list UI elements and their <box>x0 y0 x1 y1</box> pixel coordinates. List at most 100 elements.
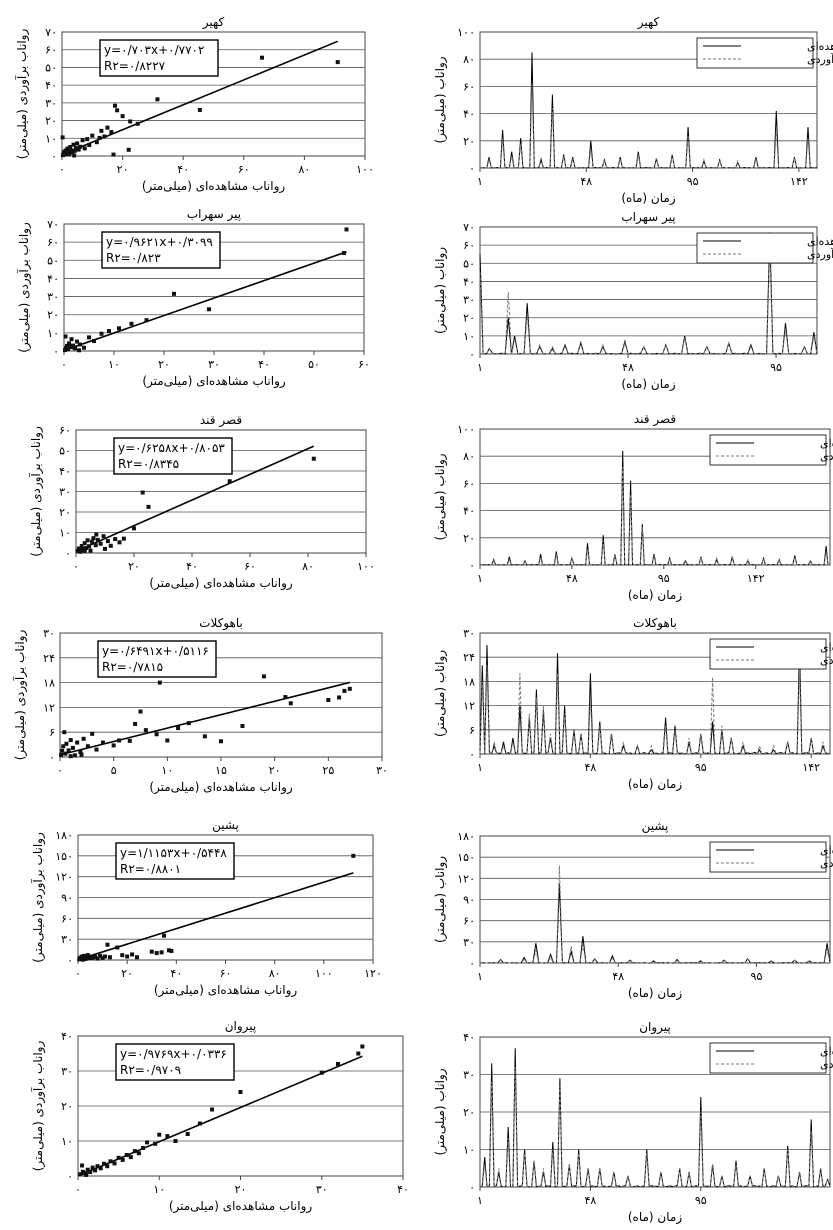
x-tick-label: ۶۰ <box>244 560 256 573</box>
series-estimated <box>479 1066 831 1188</box>
x-tick-label: ۲۰ <box>117 163 129 176</box>
y-axis-label: رواناب (میلی‌متر) <box>433 1068 448 1155</box>
data-point <box>80 1163 85 1168</box>
x-tick-label: ۰ <box>59 163 65 176</box>
trendline <box>63 251 347 352</box>
data-point <box>103 954 108 959</box>
data-point <box>68 738 73 743</box>
regression-equation: y=۰/۶۴۹۱x+۰/۵۱۱۶ <box>102 644 209 658</box>
y-axis-label: رواناب (میلی‌متر) <box>433 56 448 143</box>
x-tick-label: ۹۵ <box>695 1194 707 1207</box>
data-point <box>337 695 342 700</box>
data-point <box>66 149 71 154</box>
data-point <box>80 957 85 962</box>
data-point <box>105 125 110 130</box>
y-tick-label: ۱۰ <box>47 327 59 340</box>
x-tick-label: ۱ <box>477 970 483 983</box>
data-point <box>136 1151 141 1156</box>
data-point <box>98 953 103 958</box>
x-tick-label: ۴۸ <box>622 361 634 374</box>
data-point <box>90 955 95 960</box>
data-point <box>63 150 68 155</box>
data-point <box>166 948 171 953</box>
data-point <box>347 686 352 691</box>
trendline <box>61 40 339 156</box>
data-point <box>61 744 66 749</box>
y-tick-label: ۸۰ <box>463 450 475 463</box>
x-tick-label: ۴۸ <box>580 175 592 188</box>
y-axis-label: رواناب (میلی‌متر) <box>433 453 448 540</box>
data-point <box>85 744 90 749</box>
data-point <box>95 956 100 961</box>
data-point <box>145 1140 150 1145</box>
legend-label: برآوردی <box>820 1057 833 1071</box>
data-point <box>78 144 83 149</box>
data-point <box>113 537 118 542</box>
y-tick-label: ۲۰ <box>45 115 57 128</box>
legend-label: مشاهده‌ای <box>820 641 833 654</box>
data-point <box>82 146 87 151</box>
data-point <box>336 1062 340 1066</box>
y-tick-label: ۱۸۰ <box>55 829 73 842</box>
x-tick-label: ۱۲۰ <box>364 967 382 980</box>
y-tick-label: ۲۰ <box>47 309 59 322</box>
legend-label: برآوردی <box>820 449 833 463</box>
r-squared: R۲=۰/۷۸۱۵ <box>102 660 163 674</box>
y-tick-label: ۴۰ <box>47 272 59 285</box>
data-point <box>360 1044 365 1049</box>
x-tick-label: ۱ <box>477 572 483 585</box>
data-point <box>172 291 176 296</box>
y-tick-label: ۴۰ <box>59 465 71 478</box>
data-point <box>79 544 84 549</box>
y-tick-label: ۰ <box>469 957 475 970</box>
data-point <box>84 546 89 551</box>
data-point <box>68 144 73 149</box>
data-point <box>130 952 135 957</box>
x-tick-label: ۱۴۲ <box>747 572 765 585</box>
x-tick-label: ۱۰۰ <box>356 163 374 176</box>
data-point <box>149 949 154 954</box>
legend-label: مشاهده‌ای <box>820 1045 833 1058</box>
data-point <box>126 147 131 152</box>
y-tick-label: ۳۰ <box>61 933 73 946</box>
y-tick-label: ۶۰ <box>61 912 73 925</box>
y-tick-label: ۳۰ <box>47 291 59 304</box>
legend-label: مشاهده‌ای <box>820 437 833 450</box>
data-point <box>91 536 96 541</box>
y-tick-label: ۰ <box>469 748 475 761</box>
y-tick-label: ۶ <box>49 726 55 739</box>
x-tick-label: ۱۴۲ <box>790 175 808 188</box>
x-tick-label: ۰ <box>75 1183 81 1196</box>
x-tick-label: ۴۰ <box>397 1183 409 1196</box>
x-tick-label: ۱۰۰ <box>315 967 333 980</box>
data-point <box>94 747 99 752</box>
data-point <box>75 141 80 146</box>
data-point <box>102 134 107 139</box>
data-point <box>94 140 99 145</box>
data-point <box>173 1139 178 1143</box>
x-axis-label: رواناب مشاهده‌ای (میلی‌متر) <box>169 1199 313 1214</box>
chart-title: باهوکلات <box>199 616 243 631</box>
data-point <box>85 1167 90 1172</box>
x-tick-label: ۸۰ <box>269 967 281 980</box>
x-tick-label: ۰ <box>57 764 63 777</box>
r-squared: R۲=۰/۸۸۰۱ <box>120 862 181 876</box>
y-tick-label: ۳۰ <box>463 294 475 307</box>
chart-9: ۰ ۳۰ ۶۰ ۹۰ ۱۲۰ ۱۵۰ ۱۸۰ ۰ ۲۰ ۴۰ ۶۰ ۸۰ ۱۰۰ ۱۲۰ پشین روانا… <box>30 818 382 998</box>
data-point <box>132 1149 137 1154</box>
data-point <box>63 751 68 756</box>
y-tick-label: ۲۴ <box>43 652 55 665</box>
y-tick-label: ۱۸ <box>43 677 55 690</box>
x-tick-label: ۴۰ <box>258 358 270 371</box>
data-point <box>87 544 92 549</box>
y-tick-label: ۶۰ <box>463 477 475 490</box>
x-tick-label: ۳۰ <box>376 764 388 777</box>
data-point <box>259 55 264 60</box>
x-tick-label: ۴۸ <box>612 970 624 983</box>
x-axis-label: زمان (ماه) <box>628 588 682 603</box>
chart-12: ۰ ۱۰ ۲۰ ۳۰ ۴۰ ۱ ۴۸ ۹۵ پیروان زمان (ماه) رواناب (می… <box>433 1020 833 1225</box>
legend-label: مشاهده‌ای <box>807 235 833 248</box>
y-tick-label: ۲۰ <box>463 532 475 545</box>
y-tick-label: ۱۵۰ <box>457 851 475 864</box>
regression-equation: y=۰/۶۲۵۸x+۰/۸۰۵۳ <box>118 441 225 455</box>
